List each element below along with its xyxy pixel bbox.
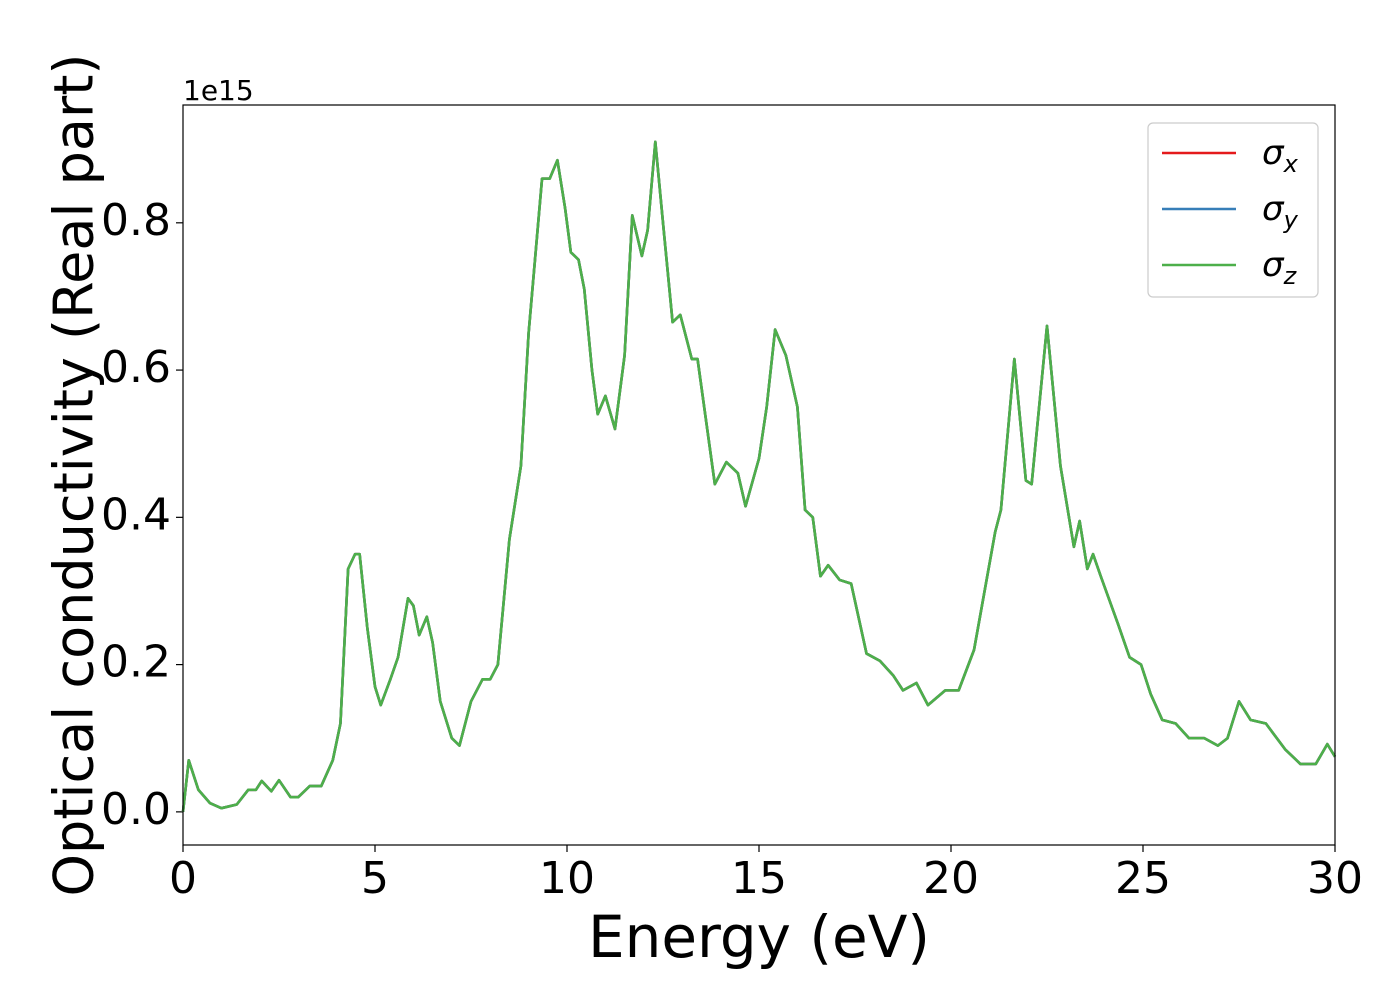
y-axis-label: Optical conductivity (Real part)	[43, 54, 106, 897]
x-tick-label: 10	[539, 853, 595, 904]
y-tick-label: 0.4	[101, 489, 171, 540]
y-tick-label: 0.0	[101, 784, 171, 835]
x-tick-label: 5	[361, 853, 389, 904]
y-tick-label: 0.2	[101, 637, 171, 688]
x-tick-label: 20	[923, 853, 979, 904]
legend-label: σz	[1262, 245, 1298, 290]
y-tick-label: 0.8	[101, 195, 171, 246]
offset-label: 1e15	[183, 74, 254, 107]
x-axis-label: Energy (eV)	[588, 903, 930, 971]
x-tick-label: 0	[169, 853, 197, 904]
legend-label: σx	[1262, 133, 1299, 178]
series-line	[181, 140, 1337, 813]
x-tick-label: 15	[731, 853, 787, 904]
x-tick-label: 25	[1115, 853, 1171, 904]
x-tick-label: 30	[1307, 853, 1363, 904]
legend-label: σy	[1262, 189, 1299, 234]
y-tick-label: 0.6	[101, 342, 171, 393]
axes-frame	[182, 104, 1336, 846]
legend: σx σy σz	[1147, 122, 1319, 298]
